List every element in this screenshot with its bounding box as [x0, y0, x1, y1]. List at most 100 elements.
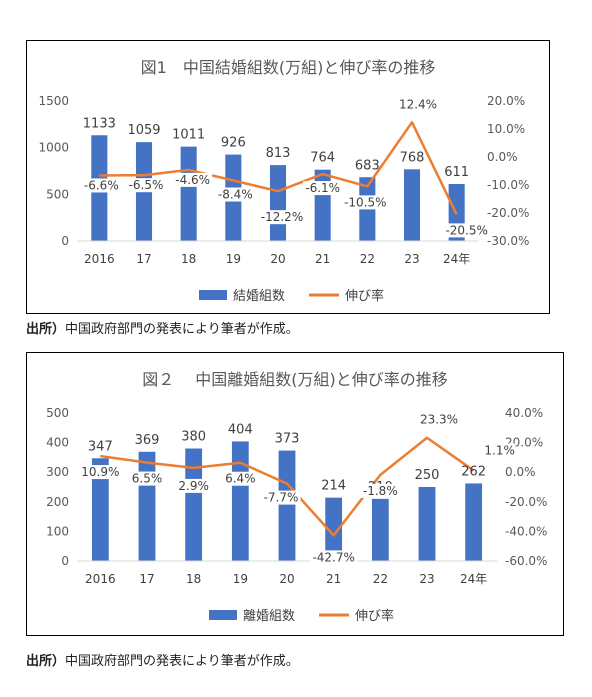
c2-bar-label: 250	[415, 468, 440, 483]
c2-ytick-left: 400	[46, 436, 69, 450]
c1-bar-label: 1011	[172, 128, 205, 143]
c2-ytick-left: 500	[46, 406, 69, 420]
c2-bar-label: 404	[228, 422, 253, 437]
c2-xtick: 24年	[460, 572, 487, 586]
c2-xtick: 23	[419, 572, 434, 586]
c1-bar	[270, 165, 286, 241]
c2-xtick: 18	[186, 572, 201, 586]
c1-xtick: 21	[315, 252, 330, 266]
c1-line-label: -10.5%	[344, 195, 386, 209]
c2-ytick-right: -20.0%	[505, 495, 547, 509]
c1-title: 図1 中国結婚組数(万組)と伸び率の推移	[141, 58, 436, 77]
c1-line-label: -12.2%	[261, 210, 303, 224]
c1-xtick: 22	[360, 252, 375, 266]
c2-ytick-left: 300	[46, 465, 69, 479]
c1-ytick-left: 1500	[38, 94, 69, 108]
c2-line-label: -1.8%	[363, 484, 398, 498]
c2-ytick-left: 200	[46, 495, 69, 509]
c1-line-label: -20.5%	[445, 223, 487, 237]
c2-line-label: -7.7%	[264, 491, 299, 505]
divorce-chart-svg: 図２ 中国離婚組数(万組)と伸び率の推移 500 400 300 200 100 0 40.0…	[27, 353, 563, 635]
source-note-1: 出所）中国政府部門の発表により筆者が作成。	[26, 318, 299, 337]
c2-bar	[185, 449, 202, 561]
c1-ytick-right: -10.0%	[487, 178, 529, 192]
c1-xtick: 17	[136, 252, 151, 266]
c1-xtick: 18	[181, 252, 196, 266]
c2-xtick: 21	[326, 572, 341, 586]
c2-title: 図２ 中国離婚組数(万組)と伸び率の推移	[142, 370, 448, 389]
c1-xtick: 20	[270, 252, 285, 266]
c1-ytick-left: 0	[61, 234, 69, 248]
c1-bar-label: 813	[266, 146, 291, 161]
divorce-chart: 図２ 中国離婚組数(万組)と伸び率の推移 500 400 300 200 100 0 40.0…	[26, 352, 564, 636]
c2-line-label: 6.5%	[132, 472, 163, 486]
c1-xtick: 23	[404, 252, 419, 266]
c1-ytick-right: 0.0%	[487, 150, 518, 164]
c2-xtick: 22	[373, 572, 388, 586]
c2-bar-label: 373	[275, 432, 300, 447]
c2-bar	[419, 487, 436, 561]
c1-line-label: -6.5%	[129, 178, 164, 192]
c1-ytick-right: -30.0%	[487, 234, 529, 248]
c1-line-label: 12.4%	[399, 97, 437, 111]
c2-ytick-left: 100	[46, 524, 69, 538]
c2-bar	[372, 499, 389, 561]
c2-line-label: 6.4%	[225, 472, 256, 486]
source-text: 中国政府部門の発表により筆者が作成。	[65, 654, 299, 669]
c1-bar	[181, 147, 197, 241]
c2-line-label: 23.3%	[420, 413, 458, 427]
c2-xtick: 20	[279, 572, 294, 586]
c2-bar	[279, 451, 296, 561]
c2-bar-label: 262	[461, 464, 486, 479]
c1-line-label: -6.6%	[84, 178, 119, 192]
c1-line-label: -4.6%	[175, 173, 210, 187]
c2-xtick: 2016	[85, 572, 116, 586]
source-note-2: 出所）中国政府部門の発表により筆者が作成。	[26, 650, 299, 669]
c2-legend-bar-swatch	[209, 610, 237, 620]
c1-bar-label: 683	[355, 158, 380, 173]
c1-line-label: -8.4%	[218, 188, 253, 202]
c1-ytick-left: 500	[46, 187, 69, 201]
c2-xtick: 17	[139, 572, 154, 586]
c1-bar-label: 611	[444, 165, 469, 180]
c1-ytick-right: 20.0%	[487, 94, 525, 108]
c1-legend-bar-label: 結婚組数	[233, 289, 285, 304]
c1-bar-label: 1133	[83, 116, 116, 131]
c2-legend-bar-label: 離婚組数	[243, 609, 295, 624]
c1-xtick: 24年	[443, 252, 470, 266]
c1-ytick-right: -20.0%	[487, 206, 529, 220]
c1-line-label: -6.1%	[305, 181, 340, 195]
c2-line-label: 10.9%	[81, 465, 119, 479]
c2-bar-label: 347	[88, 439, 113, 454]
c2-line-label: -42.7%	[312, 550, 354, 564]
c1-bar-label: 1059	[127, 123, 160, 138]
c1-ytick-right: 10.0%	[487, 122, 525, 136]
c1-xtick: 2016	[84, 252, 115, 266]
c1-ytick-left: 1000	[38, 141, 69, 155]
c2-bar	[139, 452, 156, 561]
c1-legend-bar-swatch	[199, 290, 227, 300]
c2-line-label: 2.9%	[178, 479, 209, 493]
c1-bar-label: 926	[221, 136, 246, 151]
c2-ytick-right: 40.0%	[505, 406, 543, 420]
c2-ytick-left: 0	[61, 554, 69, 568]
c2-line-label: 1.1%	[484, 444, 514, 458]
c2-bar	[465, 483, 482, 561]
marriage-chart-svg: 図1 中国結婚組数(万組)と伸び率の推移 1500 1000 500 0 20.0% 10.…	[27, 41, 549, 313]
source-prefix: 出所）	[26, 654, 65, 669]
c2-ytick-right: 0.0%	[505, 465, 536, 479]
c2-bar	[232, 441, 249, 561]
c1-bar	[404, 169, 420, 241]
c2-bar-label: 214	[321, 479, 346, 494]
c1-bar-label: 768	[400, 150, 425, 165]
c2-legend-line-label: 伸び率	[355, 608, 394, 624]
source-text: 中国政府部門の発表により筆者が作成。	[65, 322, 299, 337]
c1-xtick: 19	[226, 252, 241, 266]
c1-bar-label: 764	[310, 151, 335, 166]
source-prefix: 出所）	[26, 322, 65, 337]
c2-ytick-right: -40.0%	[505, 524, 547, 538]
marriage-chart: 図1 中国結婚組数(万組)と伸び率の推移 1500 1000 500 0 20.0% 10.…	[26, 40, 550, 314]
c2-bar-label: 369	[135, 433, 160, 448]
c2-xtick: 19	[233, 572, 248, 586]
c1-legend-line-label: 伸び率	[345, 288, 384, 304]
